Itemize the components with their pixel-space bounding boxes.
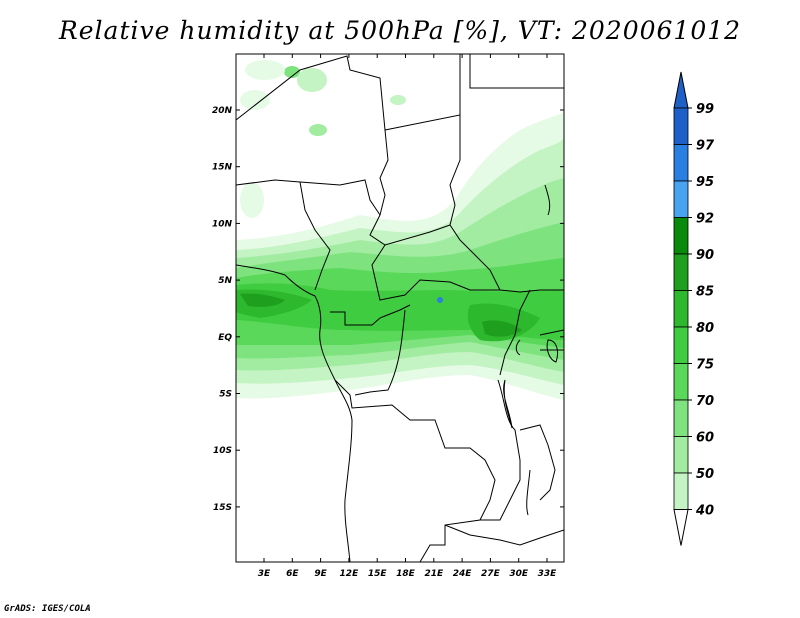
colorbar-swatch — [673, 399, 689, 437]
border — [299, 181, 331, 291]
humidity-band-90 — [240, 293, 285, 307]
lat-label: 10N — [212, 219, 233, 229]
colorbar-label: 70 — [696, 394, 714, 409]
lon-label: 6E — [286, 569, 299, 579]
lon-label: 30E — [509, 569, 529, 579]
colorbar-label: 85 — [696, 285, 714, 300]
lon-label: 3E — [258, 569, 271, 579]
lat-label: 15N — [212, 163, 233, 173]
border — [371, 244, 500, 301]
lake — [544, 184, 551, 216]
lat-label: 5N — [218, 276, 232, 286]
lat-label: 10S — [213, 446, 232, 456]
colorbar-swatch — [673, 290, 689, 328]
border — [469, 54, 564, 89]
colorbar-swatch — [673, 107, 689, 145]
coastline — [236, 264, 353, 562]
map-title: Relative humidity at 500hPa [%], VT: 202… — [58, 16, 742, 45]
grads-credit: GrADS: IGES/COLA — [4, 604, 91, 614]
colorbar-swatch — [673, 217, 689, 255]
border — [334, 379, 496, 562]
border — [499, 289, 531, 376]
lon-label: 12E — [340, 569, 360, 579]
border — [236, 54, 461, 131]
lon-label: 33E — [538, 569, 558, 579]
lake — [515, 339, 521, 356]
lon-label: 27E — [481, 569, 501, 579]
lake — [546, 339, 559, 363]
lon-label: 24E — [453, 569, 473, 579]
colorbar-bottom-arrow — [673, 509, 689, 546]
lat-label: EQ — [218, 333, 232, 343]
colorbar-label: 99 — [696, 102, 714, 117]
latitude-labels: 20N 15N 10N 5N EQ 5S 10S 15S — [212, 106, 233, 513]
lon-label: 9E — [314, 569, 327, 579]
colorbar-swatch — [673, 472, 689, 510]
colorbar: 99 97 95 92 90 85 80 75 70 60 50 40 — [673, 71, 715, 546]
colorbar-label: 95 — [696, 175, 714, 190]
colorbar-swatch — [673, 326, 689, 364]
colorbar-label: 60 — [696, 431, 714, 446]
longitude-labels: 3E 6E 9E 12E 15E 18E 21E 24E 27E 30E 33E — [258, 569, 557, 579]
colorbar-swatch — [673, 436, 689, 474]
colorbar-label: 90 — [696, 248, 714, 263]
lon-label: 15E — [368, 569, 388, 579]
colorbar-top-arrow — [673, 71, 689, 109]
colorbar-swatch — [673, 253, 689, 291]
colorbar-label: 80 — [696, 321, 714, 336]
border — [449, 115, 461, 226]
border — [379, 129, 389, 216]
colorbar-swatch — [673, 363, 689, 401]
border — [519, 424, 556, 501]
boundaries — [236, 54, 564, 562]
border — [330, 304, 411, 326]
humidity-field — [236, 60, 564, 400]
lake — [526, 469, 531, 516]
humidity-patch — [309, 124, 327, 136]
colorbar-label: 40 — [695, 504, 714, 519]
colorbar-label: 92 — [696, 212, 714, 227]
colorbar-swatch — [673, 144, 689, 182]
lon-label: 18E — [396, 569, 416, 579]
humidity-patch — [240, 182, 264, 218]
colorbar-label: 75 — [696, 358, 714, 373]
humidity-patch — [390, 95, 406, 105]
border — [236, 179, 564, 293]
lat-label: 15S — [213, 503, 232, 513]
lat-label: 5S — [219, 390, 232, 400]
lat-label: 20N — [212, 106, 233, 116]
humidity-patch — [240, 90, 270, 110]
lon-label: 21E — [424, 569, 444, 579]
humidity-patch — [297, 68, 327, 92]
colorbar-label: 97 — [696, 139, 715, 154]
humidity-band-90b — [482, 320, 522, 337]
humidity-patch — [284, 66, 300, 78]
longitude-ticks — [263, 54, 548, 562]
latitude-ticks — [236, 109, 564, 508]
humidity-patch — [437, 297, 443, 303]
lake — [503, 379, 513, 429]
colorbar-swatch — [673, 180, 689, 218]
border — [444, 524, 564, 546]
map-frame — [235, 53, 565, 563]
border — [539, 329, 564, 336]
colorbar-label: 50 — [696, 467, 714, 482]
border — [354, 309, 406, 396]
border — [480, 379, 521, 521]
humidity-patch — [245, 60, 285, 80]
